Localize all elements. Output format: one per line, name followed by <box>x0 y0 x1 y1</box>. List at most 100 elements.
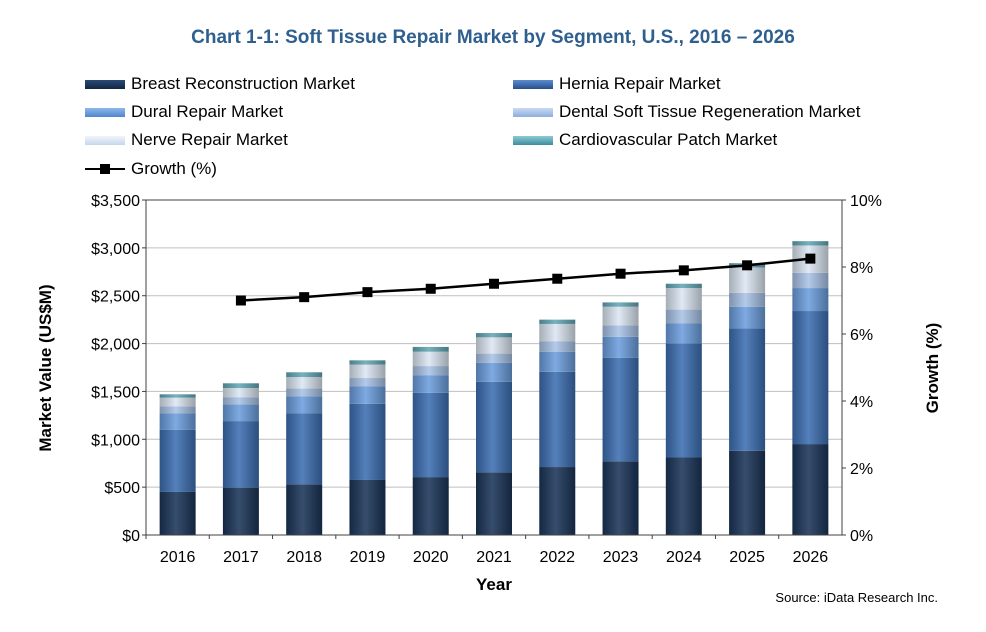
legend-item-dural: Dural Repair Market <box>85 102 283 122</box>
bar-segment-breast-2021 <box>476 472 512 535</box>
y2-tick-label: 6% <box>850 327 873 344</box>
legend-label-growth: Growth (%) <box>131 159 217 178</box>
bar-segment-hernia-2024 <box>665 343 702 458</box>
legend-item-cardio: Cardiovascular Patch Market <box>513 130 777 150</box>
bar-segment-dental-2024 <box>665 309 702 324</box>
bar-segment-dental-2019 <box>349 378 386 387</box>
bar-segment-hernia-2025 <box>729 328 766 451</box>
bar-segment-dural-2018 <box>286 396 323 414</box>
bar-segment-dural-2019 <box>349 386 386 404</box>
growth-marker <box>742 260 753 271</box>
y-tick-label: $3,000 <box>91 241 140 258</box>
bar-segment-hernia-2026 <box>792 311 829 445</box>
bar-segment-breast-2017 <box>222 487 259 535</box>
y2-tick-label: 2% <box>850 461 873 478</box>
bar-segment-dural-2025 <box>729 306 766 329</box>
bar-segment-cardio-2026 <box>792 241 829 246</box>
legend-item-breast: Breast Reconstruction Market <box>85 74 355 94</box>
growth-line-layer <box>235 253 816 306</box>
bar-segment-cardio-2023 <box>602 302 639 307</box>
growth-marker <box>489 278 499 289</box>
growth-marker <box>552 273 563 284</box>
bars-layer <box>159 241 829 535</box>
bar-segment-cardio-2021 <box>476 333 512 338</box>
bar-segment-breast-2019 <box>349 479 386 535</box>
legend-swatch-growth <box>85 163 125 175</box>
legend: Breast Reconstruction Market Hernia Repa… <box>85 74 925 186</box>
legend-swatch-dental <box>513 107 553 117</box>
x-tick-label: 2019 <box>350 549 386 566</box>
bar-segment-nerve-2024 <box>665 288 702 310</box>
legend-swatch-breast <box>85 79 125 89</box>
growth-line <box>240 257 811 302</box>
bar-segment-dental-2026 <box>792 272 829 289</box>
bar-segment-dental-2017 <box>222 397 259 405</box>
bar-segment-nerve-2019 <box>349 364 386 379</box>
legend-swatch-nerve <box>85 135 125 145</box>
x-tick-label: 2023 <box>603 549 639 566</box>
chart-title: Chart 1-1: Soft Tissue Repair Market by … <box>191 27 795 48</box>
bar-segment-dural-2021 <box>476 362 512 382</box>
bar-segment-dental-2016 <box>159 406 196 414</box>
bar-segment-nerve-2017 <box>222 388 259 398</box>
y2-tick-label: 10% <box>850 193 882 210</box>
bar-segment-cardio-2017 <box>222 383 259 389</box>
bar-segment-breast-2025 <box>729 450 766 535</box>
bar-segment-dental-2022 <box>539 341 576 352</box>
growth-marker <box>425 283 436 294</box>
x-tick-label: 2022 <box>539 549 575 566</box>
x-tick-label: 2026 <box>793 549 829 566</box>
growth-marker <box>235 295 246 306</box>
y-tick-label: $1,500 <box>91 384 140 401</box>
x-tick-label: 2016 <box>160 549 196 566</box>
legend-label-breast: Breast Reconstruction Market <box>131 74 355 93</box>
x-tick-label: 2018 <box>286 549 322 566</box>
x-tick-label: 2020 <box>413 549 449 566</box>
bar-segment-breast-2018 <box>286 484 323 535</box>
bar-segment-dural-2026 <box>792 288 829 312</box>
y-tick-label: $2,500 <box>91 289 140 306</box>
legend-swatch-hernia <box>513 79 553 89</box>
bar-segment-breast-2022 <box>539 467 576 535</box>
legend-label-nerve: Nerve Repair Market <box>131 130 288 149</box>
x-tick-label: 2025 <box>729 549 765 566</box>
bar-segment-breast-2016 <box>159 491 196 535</box>
bar-segment-cardio-2022 <box>539 319 576 324</box>
bar-segment-cardio-2016 <box>159 394 196 398</box>
bar-segment-dural-2023 <box>602 336 639 358</box>
bar-segment-dental-2025 <box>729 292 766 307</box>
bar-segment-hernia-2021 <box>476 381 512 473</box>
legend-item-nerve: Nerve Repair Market <box>85 130 288 150</box>
bar-segment-nerve-2023 <box>602 306 639 326</box>
y-tick-label: $0 <box>122 528 140 545</box>
growth-marker <box>615 268 626 279</box>
bar-segment-nerve-2021 <box>476 337 512 354</box>
bar-segment-dural-2017 <box>222 404 259 422</box>
legend-item-dental: Dental Soft Tissue Regeneration Market <box>513 102 860 122</box>
bar-segment-dural-2022 <box>539 351 576 372</box>
legend-swatch-dural <box>85 107 125 117</box>
legend-label-cardio: Cardiovascular Patch Market <box>559 130 778 149</box>
bar-segment-hernia-2022 <box>539 371 576 468</box>
legend-item-hernia: Hernia Repair Market <box>513 74 721 94</box>
y2-axis-title: Growth (%) <box>923 323 942 414</box>
bar-segment-cardio-2019 <box>349 360 386 365</box>
growth-marker <box>362 287 373 298</box>
y-tick-label: $500 <box>104 480 140 497</box>
bar-segment-hernia-2020 <box>412 392 449 478</box>
bar-segment-nerve-2022 <box>539 323 576 342</box>
y-tick-label: $3,500 <box>91 193 140 210</box>
axes-layer: $0 $500 $1,000 $1,500 $2,000 $2,500 $3,000 $3,5… <box>91 193 882 566</box>
y2-tick-label: 8% <box>850 260 873 277</box>
bar-segment-dural-2020 <box>412 375 449 393</box>
growth-marker <box>805 253 816 264</box>
growth-marker <box>678 265 689 276</box>
bar-segment-cardio-2018 <box>286 372 323 378</box>
bar-segment-breast-2026 <box>792 444 829 535</box>
bar-segment-breast-2023 <box>602 461 639 535</box>
bar-segment-nerve-2025 <box>729 267 766 293</box>
legend-swatch-cardio <box>513 135 553 145</box>
bar-segment-hernia-2019 <box>349 403 386 480</box>
legend-label-hernia: Hernia Repair Market <box>559 74 721 93</box>
